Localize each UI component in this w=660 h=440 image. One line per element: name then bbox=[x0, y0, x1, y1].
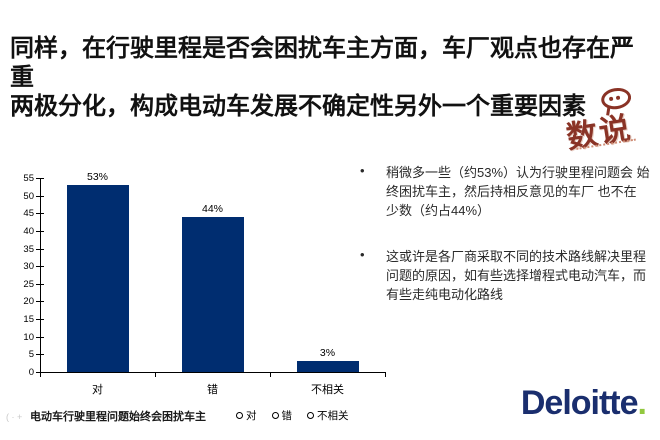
y-tick bbox=[36, 195, 44, 197]
legend-circle-icon bbox=[271, 412, 279, 419]
bullet-marker-icon: • bbox=[360, 163, 365, 178]
y-tick-label: 50 bbox=[23, 190, 34, 202]
y-tick bbox=[36, 283, 44, 285]
category-label: 错 bbox=[207, 384, 218, 396]
bar-对 bbox=[66, 185, 129, 372]
bullet-text: 稍微多一些（约53%）认为行驶里程问题会 始终困扰车主，然后持相反意见的车厂 也… bbox=[386, 165, 650, 218]
y-tick bbox=[36, 354, 44, 356]
y-tick bbox=[36, 336, 44, 338]
slide-title: 同样，在行驶里程是否会困扰车主方面，车厂观点也存在严重 两极分化，构成电动车发展… bbox=[10, 34, 654, 121]
x-tick bbox=[385, 372, 386, 377]
bar-错 bbox=[181, 216, 244, 372]
x-tick bbox=[40, 372, 41, 377]
y-tick-label: 45 bbox=[23, 208, 34, 220]
slide-title-line2: 两极分化，构成电动车发展不确定性另外一个重要因素 bbox=[10, 93, 586, 120]
faded-artifact: ( · + bbox=[6, 412, 23, 422]
y-tick-label: 10 bbox=[23, 331, 34, 343]
legend-item-label: 对 bbox=[246, 410, 257, 422]
y-tick bbox=[36, 178, 44, 179]
chart-legend: 对 错 不相关 bbox=[236, 408, 349, 423]
y-tick-label: 30 bbox=[23, 261, 34, 273]
y-tick-label: 35 bbox=[23, 243, 34, 255]
y-tick bbox=[36, 248, 44, 250]
legend-item-label: 不相关 bbox=[317, 410, 349, 422]
deloitte-green-dot: . bbox=[637, 384, 648, 422]
y-tick bbox=[36, 319, 44, 321]
bullet-marker-icon: • bbox=[360, 247, 365, 262]
y-tick-label: 55 bbox=[23, 173, 34, 184]
y-tick-label: 5 bbox=[28, 349, 34, 361]
x-axis bbox=[40, 372, 385, 373]
bullet-text: 这或许是各厂商采取不同的技术路线解决里程问题的原因，如有些选择增程式电动汽车，而… bbox=[386, 249, 647, 302]
y-tick bbox=[36, 301, 44, 303]
y-tick bbox=[36, 266, 44, 268]
y-tick-label: 20 bbox=[23, 296, 34, 308]
y-tick-label: 40 bbox=[23, 225, 34, 237]
legend-circle-icon bbox=[236, 412, 243, 419]
y-tick-label: 15 bbox=[23, 314, 34, 326]
y-tick bbox=[36, 213, 44, 215]
x-tick bbox=[155, 372, 156, 377]
bar-不相关 bbox=[296, 361, 359, 372]
y-tick-label: 0 bbox=[28, 367, 34, 378]
bullet-item: • 这或许是各厂商采取不同的技术路线解决里程问题的原因，如有些选择增程式电动汽车，… bbox=[352, 247, 652, 304]
legend-item-对: 对 bbox=[236, 408, 257, 423]
slide-title-line1: 同样，在行驶里程是否会困扰车主方面，车厂观点也存在严重 bbox=[10, 35, 634, 91]
deloitte-wordmark: Deloitte bbox=[520, 384, 639, 422]
category-label: 对 bbox=[92, 384, 103, 396]
legend-item-不相关: 不相关 bbox=[307, 408, 349, 423]
y-tick bbox=[36, 230, 44, 232]
legend-circle-icon bbox=[307, 412, 314, 419]
bar-value-label: 53% bbox=[86, 171, 108, 184]
bar-value-label: 44% bbox=[201, 202, 223, 215]
y-axis bbox=[40, 178, 41, 373]
x-tick bbox=[270, 372, 271, 377]
bar-value-label: 3% bbox=[319, 347, 336, 360]
legend-item-label: 错 bbox=[281, 410, 293, 422]
commentary-bullets: • 稍微多一些（约53%）认为行驶里程问题会 始终困扰车主，然后持相反意见的车厂 … bbox=[352, 163, 652, 331]
deloitte-logo: Deloitte. bbox=[520, 384, 648, 423]
legend-item-错: 错 bbox=[271, 408, 293, 423]
chart-series-label: 电动车行驶里程问题始终会困扰车主 bbox=[30, 411, 206, 423]
bullet-item: • 稍微多一些（约53%）认为行驶里程问题会 始终困扰车主，然后持相反意见的车厂 … bbox=[352, 163, 652, 220]
y-tick-label: 25 bbox=[23, 278, 34, 290]
category-label: 不相关 bbox=[311, 384, 344, 396]
